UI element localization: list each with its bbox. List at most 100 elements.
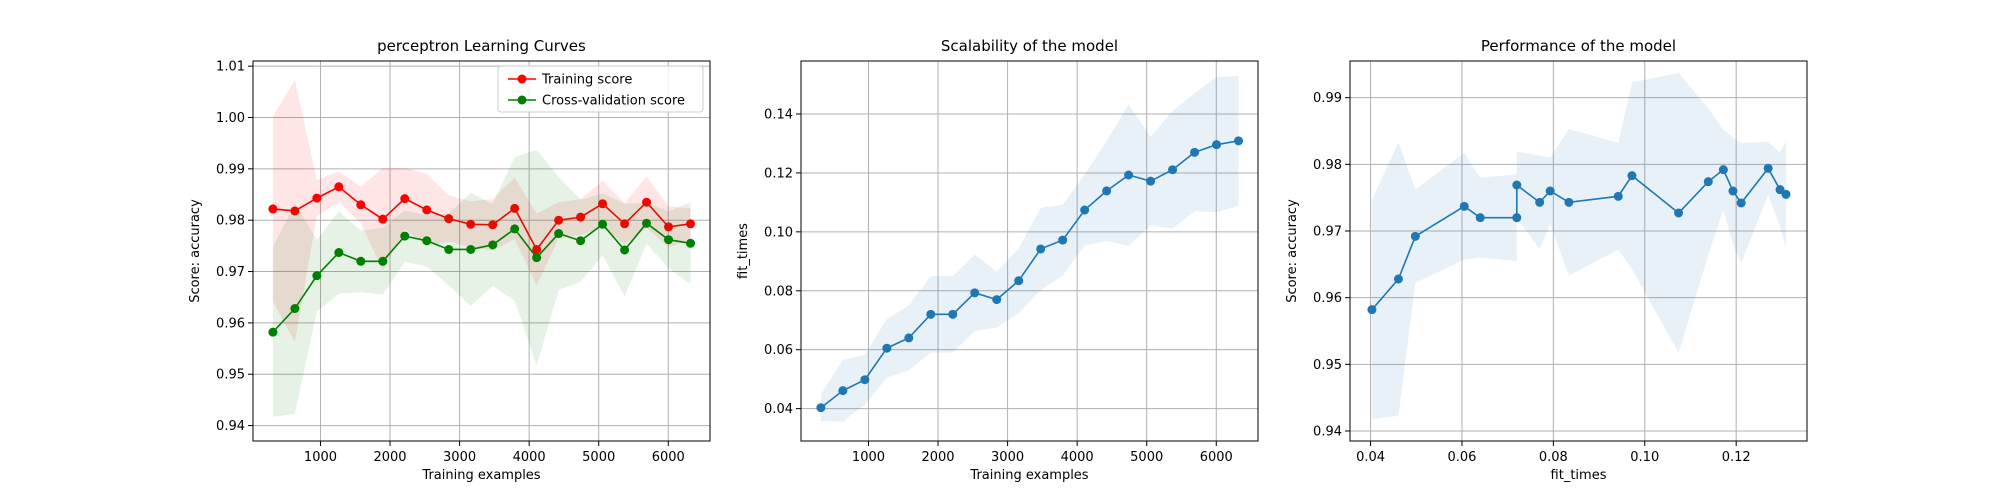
scalability-series-0-point [992, 295, 1002, 305]
performance-series-0-point [1475, 213, 1485, 223]
learning-series-0-point [488, 220, 498, 230]
learning-legend: Training score Cross-validation score [497, 65, 704, 113]
performance-series-0-band [1371, 73, 1786, 420]
performance-ytick-label: 0.98 [1313, 158, 1342, 173]
performance-series-0-point [1410, 231, 1420, 241]
learning-axes-frame [252, 60, 711, 442]
performance-xtick-label: 0.12 [1722, 450, 1751, 465]
scalability-ytick-label: 0.04 [764, 402, 793, 417]
performance-xtick-label: 0.06 [1447, 450, 1476, 465]
performance-series-0-point [1535, 197, 1545, 207]
learning-xtick-label: 6000 [652, 450, 685, 465]
performance-series-0-point [1564, 197, 1574, 207]
performance-ytick-label: 0.95 [1313, 358, 1342, 373]
learning-series-1-point [642, 218, 652, 228]
learning-series-0-point [532, 244, 542, 254]
learning-series-1-point [576, 236, 586, 246]
scalability-series-0-point [926, 309, 936, 319]
learning-series-0-point [378, 214, 388, 224]
learning-series-1-point [312, 271, 322, 281]
learning-series-0-point [576, 212, 586, 222]
learning-series-1-point [532, 253, 542, 263]
scalability-xtick-label: 1000 [852, 450, 885, 465]
learning-series-1-point [268, 327, 278, 337]
learning-series-1-point [334, 248, 344, 258]
learning-series-1-point [488, 240, 498, 250]
performance-series-0-point [1674, 208, 1684, 218]
performance-ytick-label: 0.99 [1313, 91, 1342, 106]
performance-title: Performance of the model [1481, 37, 1676, 55]
learning-series-1-point [554, 229, 564, 239]
learning-series-0-point [356, 200, 366, 210]
learning-series-0-point [400, 194, 410, 204]
learning-series-1-point [510, 224, 520, 234]
scalability-series-0-point [882, 343, 892, 353]
learning-ytick-label: 0.94 [216, 419, 245, 434]
learning-series-1-point [620, 245, 630, 255]
performance-series-0-point [1367, 305, 1377, 315]
learning-series-0-point [466, 219, 476, 229]
learning-ylabel: Score: accuracy [188, 199, 203, 303]
learning-ytick-label: 0.99 [216, 162, 245, 177]
scalability-series-0-point [816, 403, 826, 413]
performance-series-0-point [1781, 189, 1791, 199]
scalability-series-0-point [948, 309, 958, 319]
learning-xtick-label: 5000 [582, 450, 615, 465]
performance-series-0-point [1703, 177, 1713, 187]
performance-xtick-label: 0.10 [1630, 450, 1659, 465]
scalability-series-0-point [970, 288, 980, 298]
learning-ytick-label: 0.97 [216, 265, 245, 280]
learning-series-0-point [312, 193, 322, 203]
scalability-ytick-label: 0.08 [764, 284, 793, 299]
scalability-series-0-point [838, 386, 848, 396]
learning-xtick-label: 2000 [373, 450, 406, 465]
learning-legend-marker-0 [517, 74, 527, 84]
learning-legend-label-0: Training score [541, 73, 632, 88]
learning-series-0-point [422, 205, 432, 215]
learning-xtick-label: 1000 [304, 450, 337, 465]
scalability-xtick-label: 5000 [1130, 450, 1163, 465]
learning-series-0-point [510, 203, 520, 213]
learning-series-0-point [268, 204, 278, 214]
learning-xtick-label: 4000 [513, 450, 546, 465]
scalability-ytick-label: 0.10 [764, 225, 793, 240]
performance-series-0-point [1613, 191, 1623, 201]
performance-series-0-point [1393, 274, 1403, 284]
performance-series-0-point [1459, 201, 1469, 211]
scalability-ytick-label: 0.12 [764, 166, 793, 181]
performance-xlabel: fit_times [1551, 468, 1607, 483]
learning-series-1-point [598, 219, 608, 229]
learning-series-0-point [664, 222, 674, 232]
scalability-series-0-point [1234, 136, 1244, 146]
performance-series-0-point [1763, 163, 1773, 173]
learning-series-1-point [444, 244, 454, 254]
learning-series-0-point [620, 219, 630, 229]
learning-series-1-point [664, 235, 674, 245]
learning-series-1-point [378, 256, 388, 266]
scalability-xtick-label: 6000 [1200, 450, 1233, 465]
performance-xtick-label: 0.08 [1539, 450, 1568, 465]
performance-series-0-point [1718, 165, 1728, 175]
scalability-series-0-point [1168, 165, 1178, 175]
learning-series-0-point [290, 206, 300, 216]
learning-legend-label-1: Cross-validation score [542, 94, 685, 109]
scalability-series-0-point [1146, 176, 1156, 186]
performance-ylabel: Score: accuracy [1285, 199, 1300, 303]
learning-ytick-label: 0.98 [216, 214, 245, 229]
learning-xtick-label: 3000 [443, 450, 476, 465]
learning-ytick-label: 1.00 [216, 111, 245, 126]
learning-series-1-point [356, 256, 366, 266]
scalability-xtick-label: 2000 [921, 450, 954, 465]
scalability-series-0-point [1190, 147, 1200, 157]
performance-series-0-point [1627, 171, 1637, 181]
performance-series-0-point [1736, 198, 1746, 208]
learning-series-1-point [422, 236, 432, 246]
scalability-series-0-band [820, 76, 1239, 422]
learning-curves-panel: 1000 2000 3000 4000 5000 6000 0.94 0.95 0.96 0.97… [188, 37, 711, 483]
performance-ytick-label: 0.97 [1313, 225, 1342, 240]
learning-ytick-label: 1.01 [216, 60, 245, 75]
performance-xtick-label: 0.04 [1356, 450, 1385, 465]
scalability-ylabel: fit_times [736, 223, 751, 279]
